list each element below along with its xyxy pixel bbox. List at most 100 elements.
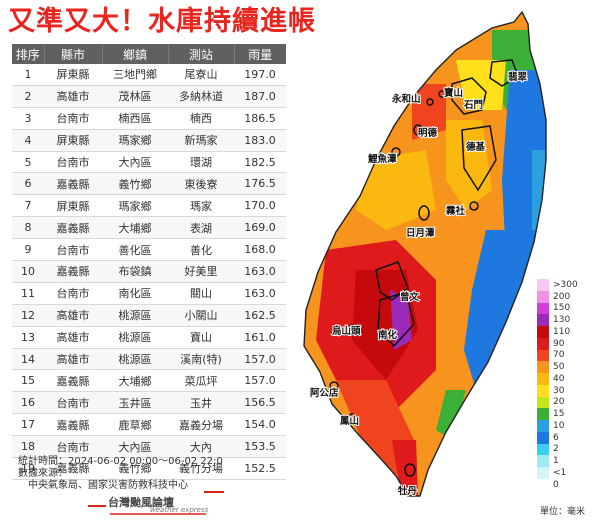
- legend-item: 200: [537, 290, 593, 303]
- logo-name: 台灣颱風論壇: [108, 496, 174, 509]
- legend-item: 20: [537, 396, 593, 409]
- table-row: 5 台南市 大內區 環湖 182.5: [12, 151, 286, 174]
- cell-county: 嘉義縣: [44, 369, 102, 393]
- table-row: 13 高雄市 桃源區 寶山 161.0: [12, 326, 286, 349]
- table-row: 9 台南市 善化區 善化 168.0: [12, 238, 286, 262]
- cell-station: 菜瓜坪: [168, 369, 234, 393]
- cell-rank: 4: [12, 129, 44, 152]
- cell-station: 玉井: [168, 391, 234, 415]
- table-row: 15 嘉義縣 大埔鄉 菜瓜坪 157.0: [12, 369, 286, 393]
- cell-station: 嘉義分場: [168, 413, 234, 437]
- cell-station: 楠西: [168, 107, 234, 130]
- reservoir-dot-wushantou: [347, 324, 357, 336]
- label-deji: 德基: [466, 141, 486, 153]
- logo-sub: weather express: [150, 506, 209, 514]
- table-row: 10 嘉義縣 布袋鎮 好美里 163.0: [12, 260, 286, 283]
- cell-county: 台南市: [44, 391, 102, 415]
- table-header-row: 排序 縣市 鄉鎮 測站 雨量: [12, 44, 286, 64]
- reservoir-dot-yonghe: [426, 98, 434, 106]
- legend-item: 70: [537, 349, 593, 362]
- rainfall-ranking-table: 排序 縣市 鄉鎮 測站 雨量 1 屏東縣 三地門鄉 尾寮山 197.0 2 高雄市 茂林區 多納…: [12, 44, 286, 480]
- legend-value: 1: [553, 456, 559, 467]
- data-source-value: 中央氣象局、國家災害防救科技中心: [28, 480, 188, 491]
- cell-rainfall: 152.5: [234, 457, 286, 480]
- cell-rank: 14: [12, 348, 44, 371]
- header-rainfall: 雨量: [234, 44, 286, 64]
- legend-swatch: [537, 326, 549, 338]
- taiwan-rainfall-map: 永和山 寶山 石門 翡翠 明德 鯉魚潭 德基 霧社 日月潭 曾文 烏山頭 南化 …: [303, 10, 547, 498]
- cell-rainfall: 168.0: [234, 238, 286, 262]
- catchment-outlines: [375, 59, 519, 348]
- table-row: 12 高雄市 桃源區 小關山 162.5: [12, 304, 286, 327]
- cell-rank: 16: [12, 391, 44, 415]
- legend-value: 20: [553, 397, 565, 408]
- legend-swatch: [537, 314, 549, 326]
- catchment-deji: [461, 125, 497, 192]
- cell-rainfall: 163.0: [234, 282, 286, 305]
- cell-rainfall: 161.0: [234, 326, 286, 349]
- cell-rank: 15: [12, 369, 44, 393]
- cell-county: 屏東縣: [44, 64, 102, 86]
- table-row: 3 台南市 楠西區 楠西 186.5: [12, 107, 286, 130]
- cell-county: 嘉義縣: [44, 260, 102, 283]
- legend-item: 90: [537, 337, 593, 350]
- cell-county: 台南市: [44, 238, 102, 262]
- cell-rainfall: 182.5: [234, 151, 286, 174]
- table-row: 6 嘉義縣 義竹鄉 東後寮 176.5: [12, 172, 286, 196]
- label-wushe: 霧社: [445, 205, 466, 217]
- cell-township: 三地門鄉: [102, 64, 168, 86]
- legend-swatch: [537, 408, 549, 420]
- label-yonghe: 永和山: [391, 93, 421, 105]
- legend-swatch: [537, 384, 549, 397]
- rainfall-legend: >300 200 150 130 110 90 70 50 40 30 20 15 10 6 2 1 <1 0: [537, 279, 593, 491]
- legend-value: 50: [553, 362, 565, 373]
- cell-county: 嘉義縣: [44, 413, 102, 437]
- legend-value: 10: [553, 420, 565, 431]
- reservoir-dot-mingde: [413, 124, 423, 136]
- cell-rank: 3: [12, 107, 44, 130]
- legend-swatch: [537, 349, 549, 362]
- legend-value: 0: [553, 479, 559, 490]
- legend-item: 2: [537, 443, 593, 456]
- cell-station: 多納林道: [168, 85, 234, 108]
- catchment-nanhua: [377, 291, 415, 348]
- cell-county: 高雄市: [44, 304, 102, 327]
- legend-item: <1: [537, 467, 593, 479]
- legend-value: 40: [553, 373, 565, 384]
- legend-swatch: [537, 361, 549, 373]
- legend-swatch: [537, 302, 549, 315]
- cell-rank: 11: [12, 282, 44, 305]
- cell-rainfall: 186.5: [234, 107, 286, 130]
- cell-station: 義竹分場: [168, 457, 234, 480]
- legend-value: 6: [553, 432, 559, 443]
- header-township: 鄉鎮: [102, 44, 169, 64]
- header-station: 測站: [168, 44, 235, 64]
- cell-township: 楠西區: [102, 107, 168, 130]
- legend-value: 70: [553, 350, 565, 361]
- label-wushantou: 烏山頭: [332, 325, 361, 337]
- legend-item: 50: [537, 361, 593, 373]
- cell-county: 高雄市: [44, 85, 102, 108]
- cell-rainfall: 176.5: [234, 172, 286, 196]
- cell-township: 玉井區: [102, 391, 168, 415]
- cell-rank: 17: [12, 413, 44, 437]
- cell-county: 台南市: [44, 107, 102, 130]
- header-county: 縣市: [44, 44, 103, 64]
- cell-township: 大埔鄉: [102, 216, 168, 240]
- cell-station: 大內: [168, 435, 234, 459]
- cell-rank: 2: [12, 85, 44, 108]
- cell-county: 台南市: [44, 435, 102, 459]
- cell-rank: 18: [12, 435, 44, 459]
- legend-swatch: [537, 431, 549, 444]
- legend-value: 90: [553, 338, 565, 349]
- cell-rainfall: 169.0: [234, 216, 286, 240]
- page-title: 又準又大！水庫持續進帳: [8, 6, 316, 37]
- cell-county: 嘉義縣: [44, 172, 102, 196]
- cell-station: 溪南(特): [168, 348, 234, 371]
- cell-rainfall: 153.5: [234, 435, 286, 459]
- cell-township: 瑪家鄉: [102, 129, 168, 152]
- reservoir-dot-fengshan: [347, 413, 357, 423]
- legend-swatch: [537, 420, 549, 432]
- cell-county: 嘉義縣: [44, 216, 102, 240]
- cell-township: 茂林區: [102, 85, 168, 108]
